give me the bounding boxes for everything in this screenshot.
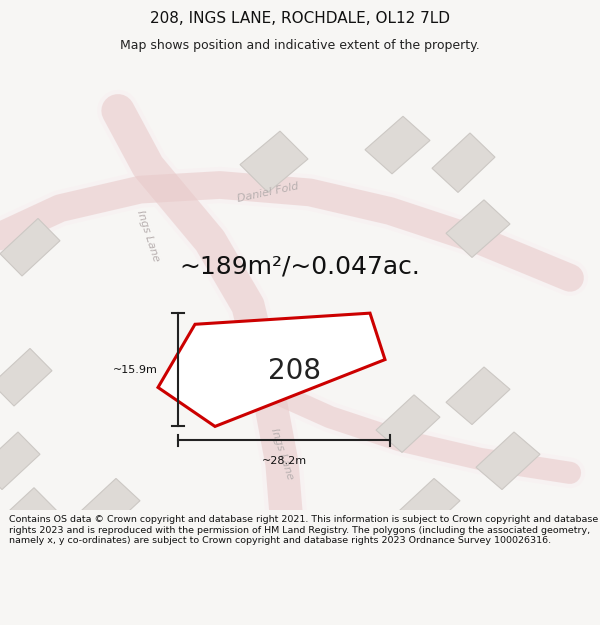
Polygon shape xyxy=(158,313,385,426)
Text: Ings Lane: Ings Lane xyxy=(135,209,161,263)
Polygon shape xyxy=(396,478,460,536)
Text: Contains OS data © Crown copyright and database right 2021. This information is : Contains OS data © Crown copyright and d… xyxy=(9,515,598,545)
Polygon shape xyxy=(376,395,440,452)
Polygon shape xyxy=(78,478,140,536)
Polygon shape xyxy=(446,200,510,258)
Text: 208: 208 xyxy=(269,357,322,385)
Polygon shape xyxy=(0,218,60,276)
Text: Ings Lane: Ings Lane xyxy=(269,428,295,481)
Polygon shape xyxy=(0,432,40,489)
Polygon shape xyxy=(0,488,58,545)
Polygon shape xyxy=(446,367,510,424)
Polygon shape xyxy=(432,133,495,192)
Polygon shape xyxy=(0,348,52,406)
Polygon shape xyxy=(365,116,430,174)
Polygon shape xyxy=(476,432,540,489)
Text: Map shows position and indicative extent of the property.: Map shows position and indicative extent… xyxy=(120,39,480,51)
Text: ~15.9m: ~15.9m xyxy=(113,365,158,375)
Text: ~189m²/~0.047ac.: ~189m²/~0.047ac. xyxy=(179,255,421,279)
Text: ~28.2m: ~28.2m xyxy=(262,456,307,466)
Text: 208, INGS LANE, ROCHDALE, OL12 7LD: 208, INGS LANE, ROCHDALE, OL12 7LD xyxy=(150,11,450,26)
Text: Daniel Fold: Daniel Fold xyxy=(236,181,299,204)
Polygon shape xyxy=(240,131,308,192)
